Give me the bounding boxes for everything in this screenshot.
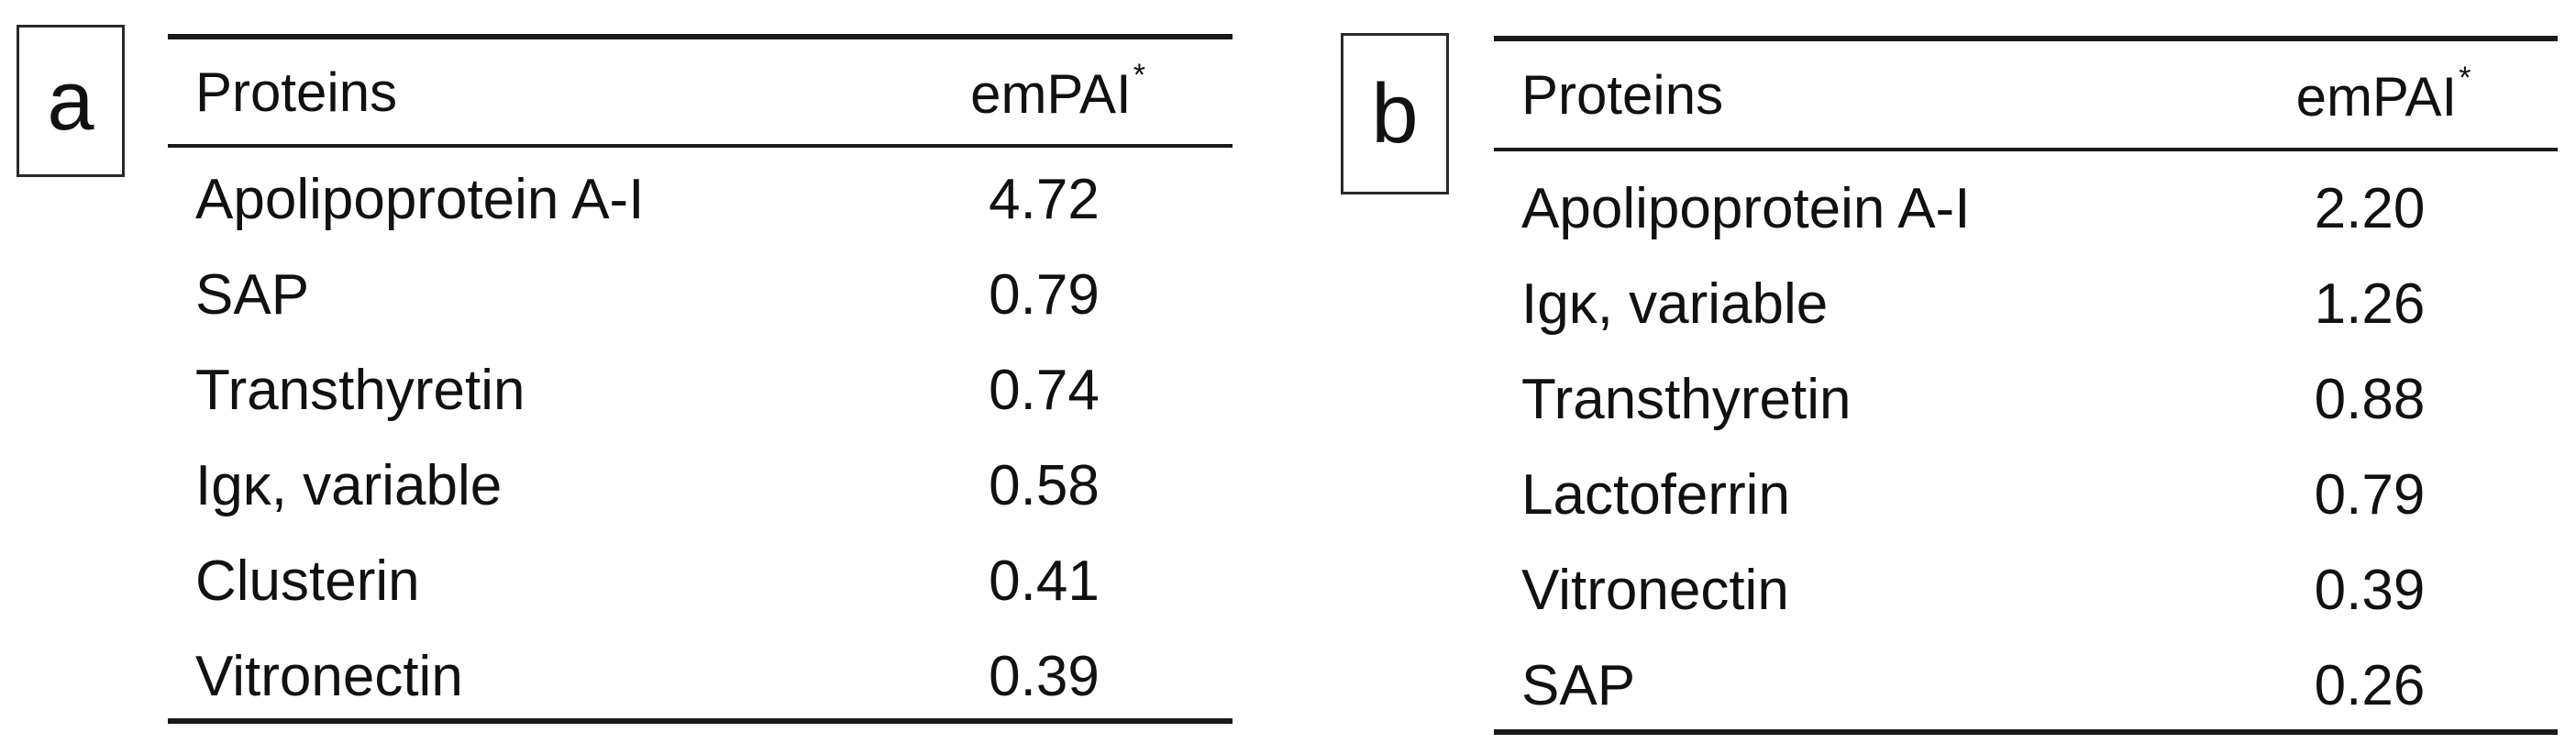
protein-name: Vitronectin (1521, 558, 1789, 622)
protein-name: Igκ, variable (1521, 272, 1829, 336)
table-row: Lactoferrin 0.79 (1494, 447, 2558, 542)
table-body: Apolipoprotein A-I 4.72 SAP 0.79 Transth… (168, 148, 1233, 724)
header-empai: emPAI* (892, 58, 1233, 126)
empai-value: 0.79 (2314, 462, 2426, 527)
header-proteins: Proteins (195, 61, 398, 123)
protein-name: Clusterin (195, 549, 420, 613)
protein-table: Proteins emPAI* Apolipoprotein A-I 4.72 … (168, 34, 1233, 724)
header-proteins: Proteins (1521, 63, 1724, 126)
table-row: Transthyretin 0.88 (1494, 351, 2558, 447)
protein-name: Apolipoprotein A-I (195, 167, 645, 231)
protein-name: Transthyretin (1521, 367, 1852, 431)
panel-b: b Proteins emPAI* Apolipoprotein A-I 2.2… (1321, 0, 2576, 755)
empai-value: 0.58 (989, 453, 1100, 517)
footnote-marker: * (1133, 58, 1145, 93)
empai-value: 0.88 (2314, 367, 2426, 431)
table-row: Apolipoprotein A-I 4.72 (168, 151, 1233, 247)
protein-name: Vitronectin (195, 644, 463, 708)
table-row: Vitronectin 0.39 (1494, 542, 2558, 638)
protein-table: Proteins emPAI* Apolipoprotein A-I 2.20 … (1494, 36, 2558, 735)
protein-name: Transthyretin (195, 358, 525, 422)
empai-value: 0.39 (2314, 558, 2426, 622)
panel-a: a Proteins emPAI* Apolipoprotein A-I 4.7… (0, 0, 1266, 755)
table-body: Apolipoprotein A-I 2.20 Igκ, variable 1.… (1494, 151, 2558, 733)
empai-value: 0.74 (989, 358, 1100, 422)
empai-value: 1.26 (2314, 272, 2426, 336)
header-empai: emPAI* (2218, 61, 2558, 128)
protein-name: SAP (195, 262, 310, 327)
empai-value: 4.72 (989, 167, 1100, 231)
empai-value: 0.26 (2314, 653, 2426, 717)
table-row: Clusterin 0.41 (168, 533, 1233, 628)
table-header: Proteins emPAI* (1494, 41, 2558, 151)
empai-value: 0.79 (989, 262, 1100, 327)
panel-label: a (17, 25, 125, 177)
protein-name: Lactoferrin (1521, 462, 1790, 527)
table-row: SAP 0.26 (1494, 638, 2558, 733)
empai-value: 0.41 (989, 549, 1100, 613)
protein-name: Igκ, variable (195, 453, 503, 517)
table-row: Igκ, variable 0.58 (168, 438, 1233, 533)
table-row: Apolipoprotein A-I 2.20 (1494, 161, 2558, 256)
panel-label: b (1341, 33, 1449, 194)
empai-value: 0.39 (989, 644, 1100, 708)
table-header: Proteins emPAI* (168, 39, 1233, 148)
protein-name: Apolipoprotein A-I (1521, 176, 1971, 240)
table-row: Vitronectin 0.39 (168, 628, 1233, 724)
header-empai-label: emPAI (970, 63, 1132, 125)
table-row: Transthyretin 0.74 (168, 342, 1233, 438)
header-empai-label: emPAI (2295, 66, 2458, 128)
protein-name: SAP (1521, 653, 1636, 717)
table-row: SAP 0.79 (168, 247, 1233, 342)
empai-value: 2.20 (2314, 176, 2426, 240)
footnote-marker: * (2459, 61, 2471, 95)
table-row: Igκ, variable 1.26 (1494, 256, 2558, 351)
